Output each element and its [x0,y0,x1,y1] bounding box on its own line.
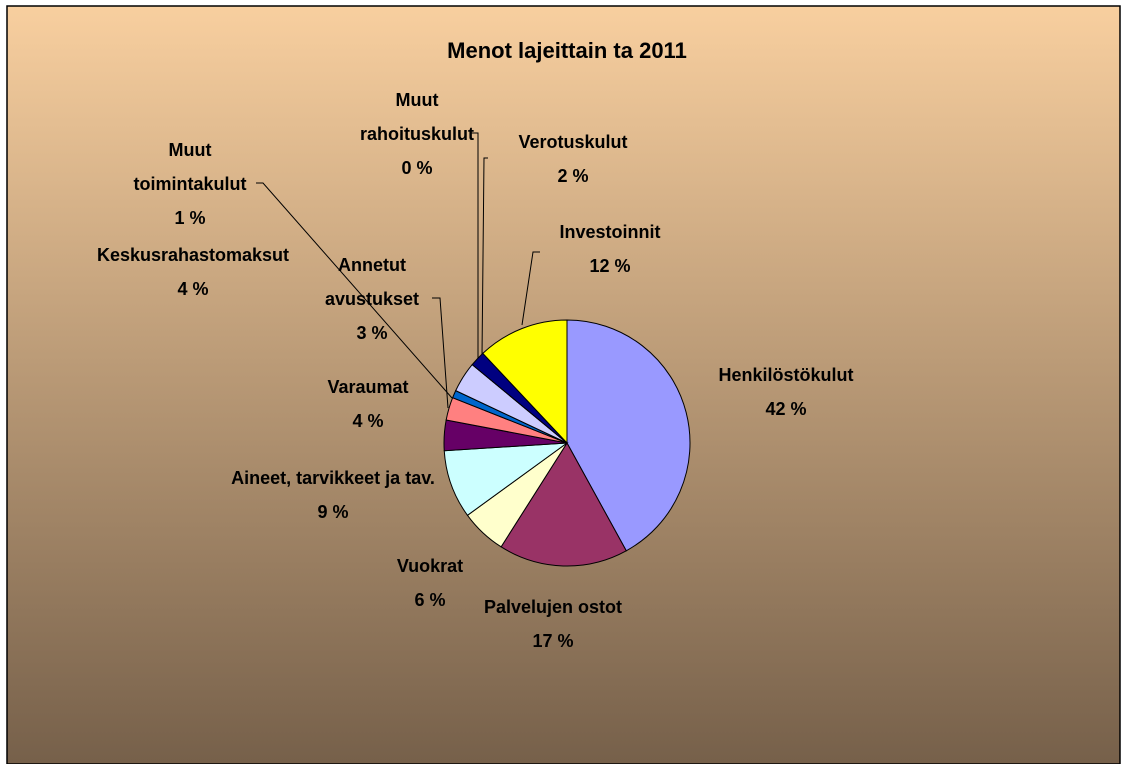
slice-label: Muut toimintakulut 1 % [115,133,265,235]
slice-label: Keskusrahastomaksut 4 % [88,238,298,306]
value-label: 1 % [174,208,206,228]
value-label: 42 % [765,399,807,419]
value-label: 4 % [177,279,209,299]
category-label: Investoinnit [559,222,661,242]
value-label: 2 % [557,166,589,186]
value-label: 0 % [401,158,433,178]
slice-label: Annetut avustukset 3 % [307,248,437,350]
slice-label: Vuokrat 6 % [360,549,500,617]
value-label: 3 % [356,323,388,343]
value-label: 4 % [352,411,384,431]
value-label: 9 % [317,502,349,522]
category-label: Henkilöstökulut [718,365,854,385]
slice-label: Varaumat 4 % [298,370,438,438]
value-label: 6 % [414,590,446,610]
category-label: Keskusrahastomaksut [96,245,290,265]
value-label: 12 % [589,256,631,276]
chart-title: Menot lajeittain ta 2011 [447,38,687,63]
slice-label: Palvelujen ostot 17 % [443,590,663,658]
slice-label: Verotuskulut 2 % [483,125,663,193]
slice-label: Henkilöstökulut 42 % [676,358,896,426]
category-label: Varaumat [327,377,409,397]
category-label: Vuokrat [396,556,464,576]
pie-slice [482,319,568,445]
slice-label: Investoinnit 12 % [530,215,690,283]
slice-label: Muut rahoituskulut 0 % [347,83,487,185]
category-label: Aineet, tarvikkeet ja tav. [231,468,435,488]
value-label: 17 % [532,631,574,651]
leader-lines [256,132,540,409]
pie-slice [500,442,627,567]
category-label: Muut toimintakulut [133,140,247,194]
slice-label: Aineet, tarvikkeet ja tav. 9 % [223,461,443,529]
category-label: Annetut avustukset [324,255,420,309]
category-label: Palvelujen ostot [483,597,623,617]
category-label: Muut rahoituskulut [359,90,474,144]
category-label: Verotuskulut [518,132,628,152]
pie-slice [566,319,691,552]
